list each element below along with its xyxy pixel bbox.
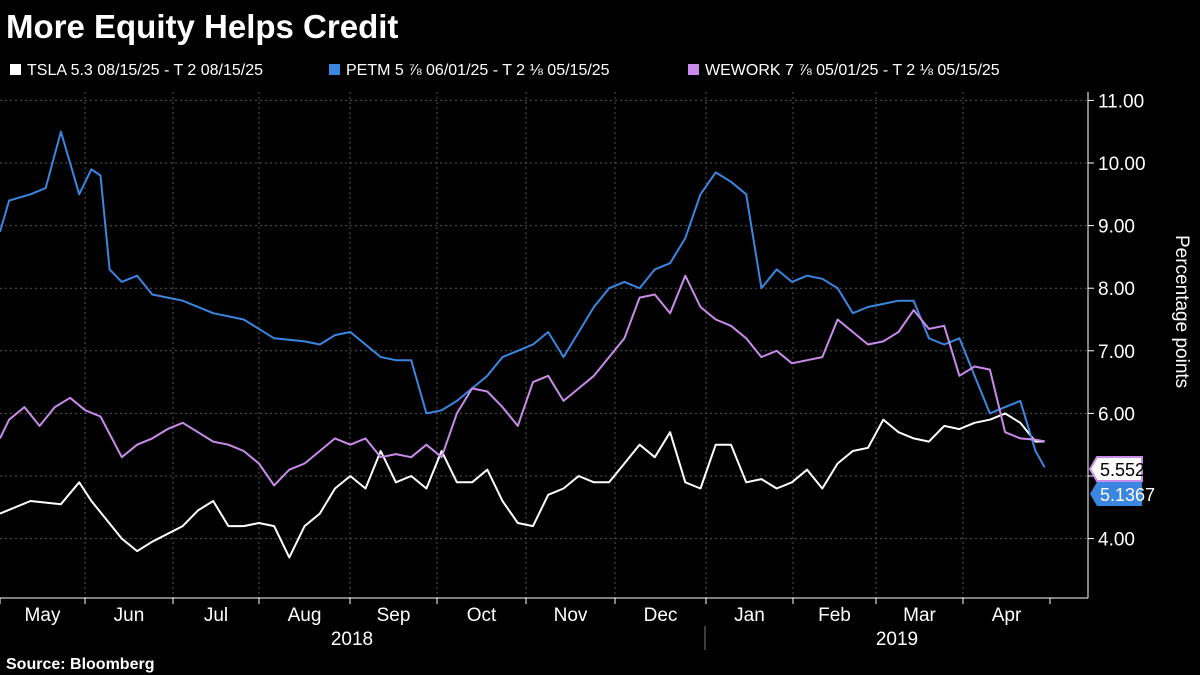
y-tick-label: 7.00	[1098, 342, 1135, 363]
year-label-2019: 2019	[876, 629, 918, 650]
petm-tag-shape	[1090, 482, 1142, 506]
x-tick-label-oct: Oct	[467, 605, 497, 626]
legend: TSLA 5.3 08/15/25 - T 2 08/15/25 PETM 5 …	[10, 62, 1000, 79]
legend-swatch-wework	[688, 64, 699, 75]
x-tick-label-nov: Nov	[554, 605, 588, 626]
x-tick-label-mar: Mar	[903, 605, 936, 626]
legend-label-tsla: TSLA 5.3 08/15/25 - T 2 08/15/25	[27, 62, 263, 79]
series-line-tsla	[0, 412, 1045, 559]
wework-tag-value: 5.5529	[1100, 460, 1155, 480]
legend-label-petm: PETM 5 ⅞ 06/01/25 - T 2 ⅛ 05/15/25	[346, 62, 610, 79]
petm-tag-value: 5.1367	[1100, 485, 1155, 505]
x-tick-label-aug: Aug	[288, 605, 322, 626]
x-tick-label-sep: Sep	[377, 605, 411, 626]
y-tick-label: 8.00	[1098, 279, 1135, 300]
y-tick-label: 4.00	[1098, 530, 1135, 551]
y-axis-label: Percentage points	[1171, 235, 1192, 388]
x-tick-label-jun: Jun	[114, 605, 145, 626]
legend-swatch-tsla	[10, 64, 21, 75]
x-tick-label-may: May	[25, 605, 61, 626]
series-lines	[0, 130, 1046, 559]
y-tick-label: 11.00	[1098, 91, 1144, 112]
x-tick-label-feb: Feb	[818, 605, 851, 626]
x-tick-label-dec: Dec	[644, 605, 678, 626]
x-tick-label-jan: Jan	[734, 605, 765, 626]
legend-swatch-petm	[329, 64, 340, 75]
legend-label-wework: WEWORK 7 ⅞ 05/01/25 - T 2 ⅛ 05/15/25	[705, 62, 1000, 79]
last-value-tag-petm: 5.1367	[1090, 482, 1155, 506]
y-tick-label: 9.00	[1098, 217, 1135, 238]
last-value-tag-wework: 5.5529	[1088, 456, 1155, 482]
source-note: Source: Bloomberg	[6, 656, 154, 673]
gridlines	[0, 92, 1088, 598]
y-tick-label: 10.00	[1098, 154, 1146, 175]
series-line-petm	[0, 130, 1046, 468]
series-line-wework	[0, 274, 1045, 487]
x-axis-ticks: May Jun Jul Aug Sep Oct Nov Dec Jan Feb Mar Apr	[0, 598, 1051, 626]
wework-tag-shape	[1088, 456, 1143, 482]
chart-title: More Equity Helps Credit	[6, 8, 398, 45]
x-tick-label-apr: Apr	[992, 605, 1022, 626]
x-tick-label-jul: Jul	[204, 605, 228, 626]
year-label-2018: 2018	[331, 629, 373, 650]
y-tick-label: 6.00	[1098, 404, 1135, 425]
